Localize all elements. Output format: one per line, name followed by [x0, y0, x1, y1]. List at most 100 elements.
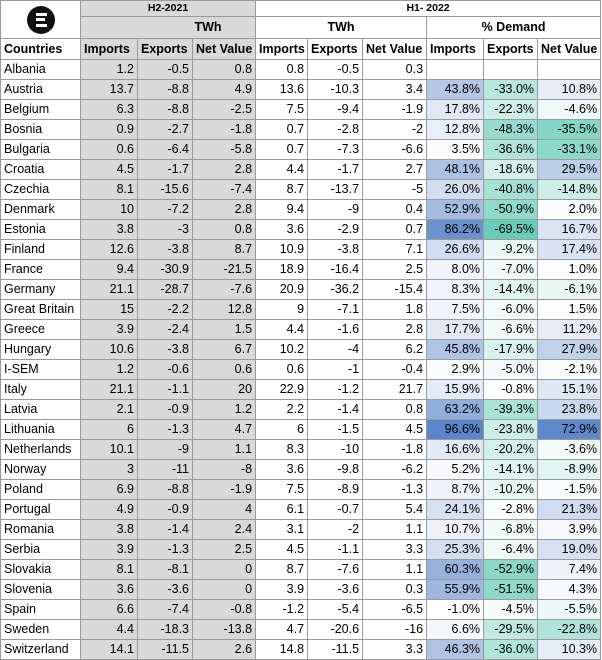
h2-2021-exports-cell: -7.2: [137, 199, 193, 220]
h1-2022-imports-cell: 18.9: [255, 259, 309, 280]
demand-imports-cell: 26.6%: [426, 239, 485, 260]
h2-2021-exports-cell: -3.6: [137, 579, 193, 600]
demand-exports-cell: -39.3%: [483, 399, 539, 420]
h1-2022-exports-cell: -0.7: [307, 499, 364, 520]
h1-2022-exports-cell: -1.6: [307, 319, 364, 340]
h2-2021-exports-cell: -3.8: [137, 339, 193, 360]
h2-2021-net-cell: 0: [191, 559, 257, 580]
column-header-net-value: Net Value: [537, 38, 602, 60]
h2-2021-exports-cell: -8.8: [137, 479, 193, 500]
demand-exports-cell: -18.6%: [483, 159, 539, 180]
h2-2021-exports-cell: -15.6: [137, 179, 193, 200]
h1-2022-exports-cell: -9.8: [307, 459, 364, 480]
h1-2022-imports-cell: 9: [255, 299, 309, 320]
h2-2021-exports-cell: -0.9: [137, 399, 193, 420]
demand-net-cell: 7.4%: [537, 559, 602, 580]
demand-imports-cell: 2.9%: [426, 359, 485, 380]
demand-net-cell: 21.3%: [537, 499, 602, 520]
h2-2021-exports-cell: -1.7: [137, 159, 193, 180]
h2-2021-exports-cell: -18.3: [137, 619, 193, 640]
h2-2021-imports-cell: 3.8: [80, 519, 138, 540]
demand-imports-cell: [426, 59, 485, 80]
h1-2022-net-cell: 4.5: [362, 419, 428, 440]
column-header-imports: Imports: [255, 38, 309, 60]
h1-2022-imports-cell: 3.6: [255, 219, 309, 240]
h2-2021-net-cell: 0: [191, 579, 257, 600]
h2-2021-exports-cell: -28.7: [137, 279, 193, 300]
demand-net-cell: -14.8%: [537, 179, 602, 200]
demand-exports-cell: -6.8%: [483, 519, 539, 540]
demand-net-cell: 27.9%: [537, 339, 602, 360]
demand-imports-cell: 10.7%: [426, 519, 485, 540]
table-row: Bulgaria 0.6 -6.4 -5.8 0.7 -7.3 -6.6 3.5% -36.6%…: [0, 139, 602, 160]
demand-net-cell: -1.5%: [537, 479, 602, 500]
demand-imports-cell: 86.2%: [426, 219, 485, 240]
demand-net-cell: -6.1%: [537, 279, 602, 300]
unit-header-demand: % Demand: [426, 16, 602, 39]
h2-2021-imports-cell: 10.1: [80, 439, 138, 460]
table-row: Norway 3 -11 -8 3.6 -9.8 -6.2 5.2% -14.1% -8.9%: [0, 459, 602, 480]
table-row: Slovenia 3.6 -3.6 0 3.9 -3.6 0.3 55.9% -51.5% 4.3…: [0, 579, 602, 600]
country-cell: Romania: [0, 519, 81, 540]
h2-2021-net-cell: -2.5: [191, 99, 257, 120]
demand-imports-cell: 48.1%: [426, 159, 485, 180]
column-header-net-value: Net Value: [191, 38, 257, 60]
country-cell: Germany: [0, 279, 81, 300]
h1-2022-exports-cell: -20.6: [307, 619, 364, 640]
demand-exports-cell: -22.3%: [483, 99, 539, 120]
demand-imports-cell: 25.3%: [426, 539, 485, 560]
h1-2022-exports-cell: -3.6: [307, 579, 364, 600]
h2-2021-exports-cell: -0.6: [137, 359, 193, 380]
h2-2021-imports-cell: 8.1: [80, 179, 138, 200]
h1-2022-exports-cell: -3.8: [307, 239, 364, 260]
h1-2022-exports-cell: -1.5: [307, 419, 364, 440]
h1-2022-imports-cell: 9.4: [255, 199, 309, 220]
h2-2021-exports-cell: -9: [137, 439, 193, 460]
demand-net-cell: -22.8%: [537, 619, 602, 640]
h2-2021-net-cell: 2.8: [191, 159, 257, 180]
period-header-h2-2021: H2-2021: [79, 0, 257, 17]
country-cell: Hungary: [0, 339, 81, 360]
h1-2022-exports-cell: -7.3: [307, 139, 364, 160]
h1-2022-imports-cell: 8.7: [255, 559, 309, 580]
demand-imports-cell: 96.6%: [426, 419, 485, 440]
unit-header-twh-2: TWh: [255, 16, 428, 39]
h2-2021-net-cell: 4: [191, 499, 257, 520]
h2-2021-imports-cell: 10.6: [80, 339, 138, 360]
h1-2022-exports-cell: -2.8: [307, 119, 364, 140]
h1-2022-imports-cell: 13.6: [255, 79, 309, 100]
table-row: I-SEM 1.2 -0.6 0.6 0.6 -1 -0.4 2.9% -5.0% -2.1%: [0, 359, 602, 380]
demand-imports-cell: 63.2%: [426, 399, 485, 420]
h2-2021-imports-cell: 6.9: [80, 479, 138, 500]
h1-2022-imports-cell: 6.1: [255, 499, 309, 520]
h1-2022-imports-cell: 0.8: [255, 59, 309, 80]
demand-net-cell: 11.2%: [537, 319, 602, 340]
demand-imports-cell: 24.1%: [426, 499, 485, 520]
h1-2022-exports-cell: -1.1: [307, 539, 364, 560]
country-cell: Slovakia: [0, 559, 81, 580]
table-row: Lithuania 6 -1.3 4.7 6 -1.5 4.5 96.6% -23.8% 72.9…: [0, 419, 602, 440]
h1-2022-net-cell: 3.3: [362, 539, 428, 560]
h2-2021-net-cell: 0.8: [191, 59, 257, 80]
table-row: Spain 6.6 -7.4 -0.8 -1.2 -5.4 -6.5 -1.0% -4.5% -5…: [0, 599, 602, 620]
h1-2022-net-cell: -1.9: [362, 99, 428, 120]
country-cell: Sweden: [0, 619, 81, 640]
demand-net-cell: 3.9%: [537, 519, 602, 540]
country-cell: Slovenia: [0, 579, 81, 600]
demand-net-cell: 23.8%: [537, 399, 602, 420]
demand-exports-cell: -29.5%: [483, 619, 539, 640]
demand-exports-cell: -36.0%: [483, 639, 539, 660]
table-row: Great Britain 15 -2.2 12.8 9 -7.1 1.8 7.5% -6.0%…: [0, 299, 602, 320]
demand-exports-cell: -51.5%: [483, 579, 539, 600]
h1-2022-net-cell: -15.4: [362, 279, 428, 300]
demand-imports-cell: 7.5%: [426, 299, 485, 320]
h2-2021-imports-cell: 1.2: [80, 359, 138, 380]
h2-2021-net-cell: -5.8: [191, 139, 257, 160]
h1-2022-exports-cell: -9.4: [307, 99, 364, 120]
country-cell: Lithuania: [0, 419, 81, 440]
h2-2021-imports-cell: 4.4: [80, 619, 138, 640]
country-cell: Finland: [0, 239, 81, 260]
h2-2021-imports-cell: 13.7: [80, 79, 138, 100]
demand-net-cell: -3.6%: [537, 439, 602, 460]
country-cell: Croatia: [0, 159, 81, 180]
